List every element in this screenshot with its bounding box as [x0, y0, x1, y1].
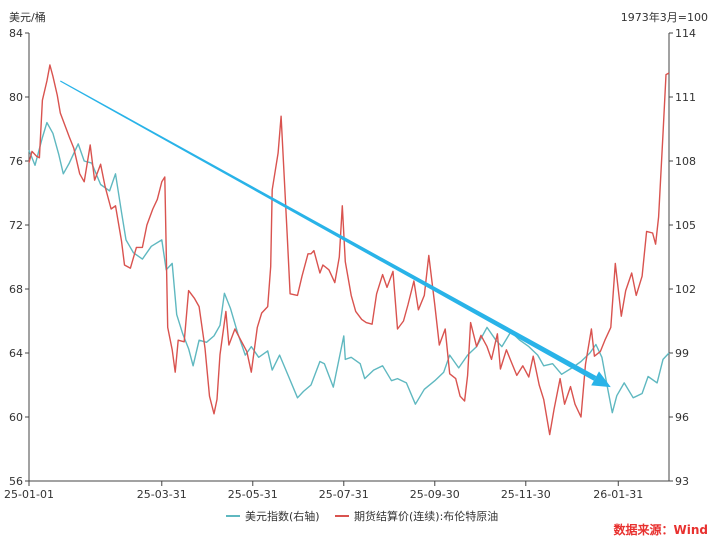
left-y-tick-label: 68: [9, 283, 23, 296]
brent-line: [28, 64, 670, 436]
legend: 美元指数(右轴) 期货结算价(连续):布伦特原油: [226, 509, 498, 523]
left-y-tick-label: 60: [9, 411, 23, 424]
x-tick-label: 25-05-31: [228, 488, 278, 501]
right-y-tick-label: 99: [675, 347, 689, 360]
trend-arrow-head: [591, 371, 611, 388]
left-y-tick-label: 64: [9, 347, 23, 360]
right-y-tick-label: 111: [675, 91, 696, 104]
right-y-tick-label: 96: [675, 411, 689, 424]
x-tick-label: 25-11-30: [501, 488, 551, 501]
source-note: 数据来源：Wind: [614, 522, 708, 537]
x-tick-label: 25-03-31: [137, 488, 187, 501]
x-tick-label: 25-07-31: [319, 488, 369, 501]
dollar-index-line: [28, 121, 670, 414]
left-y-tick-label: 72: [9, 219, 23, 232]
left-y-tick-label: 76: [9, 155, 23, 168]
right-y-tick-label: 114: [675, 27, 696, 40]
left-y-tick-label: 56: [9, 475, 23, 488]
right-y-tick-label: 108: [675, 155, 696, 168]
x-tick-label: 25-09-30: [410, 488, 460, 501]
right-axis-unit: 1973年3月=100: [621, 10, 708, 24]
left-y-tick-label: 84: [9, 27, 23, 40]
trend-arrow-shaft: [60, 80, 597, 381]
right-y-tick-label: 105: [675, 219, 696, 232]
legend-dollar-index-label: 美元指数(右轴): [245, 509, 320, 523]
left-y-tick-label: 80: [9, 91, 23, 104]
series-lines: [28, 64, 670, 436]
left-axis-unit: 美元/桶: [9, 10, 46, 24]
right-y-tick-label: 93: [675, 475, 689, 488]
right-y-tick-label: 102: [675, 283, 696, 296]
x-tick-label: 25-01-01: [4, 488, 54, 501]
legend-brent-label: 期货结算价(连续):布伦特原油: [354, 509, 498, 523]
x-tick-label: 26-01-31: [593, 488, 643, 501]
trend-arrow: [60, 80, 611, 388]
axes: 56 60 64 68 72 76 80 84 93 96 99 102 105 108 111 114 25-…: [4, 27, 696, 501]
